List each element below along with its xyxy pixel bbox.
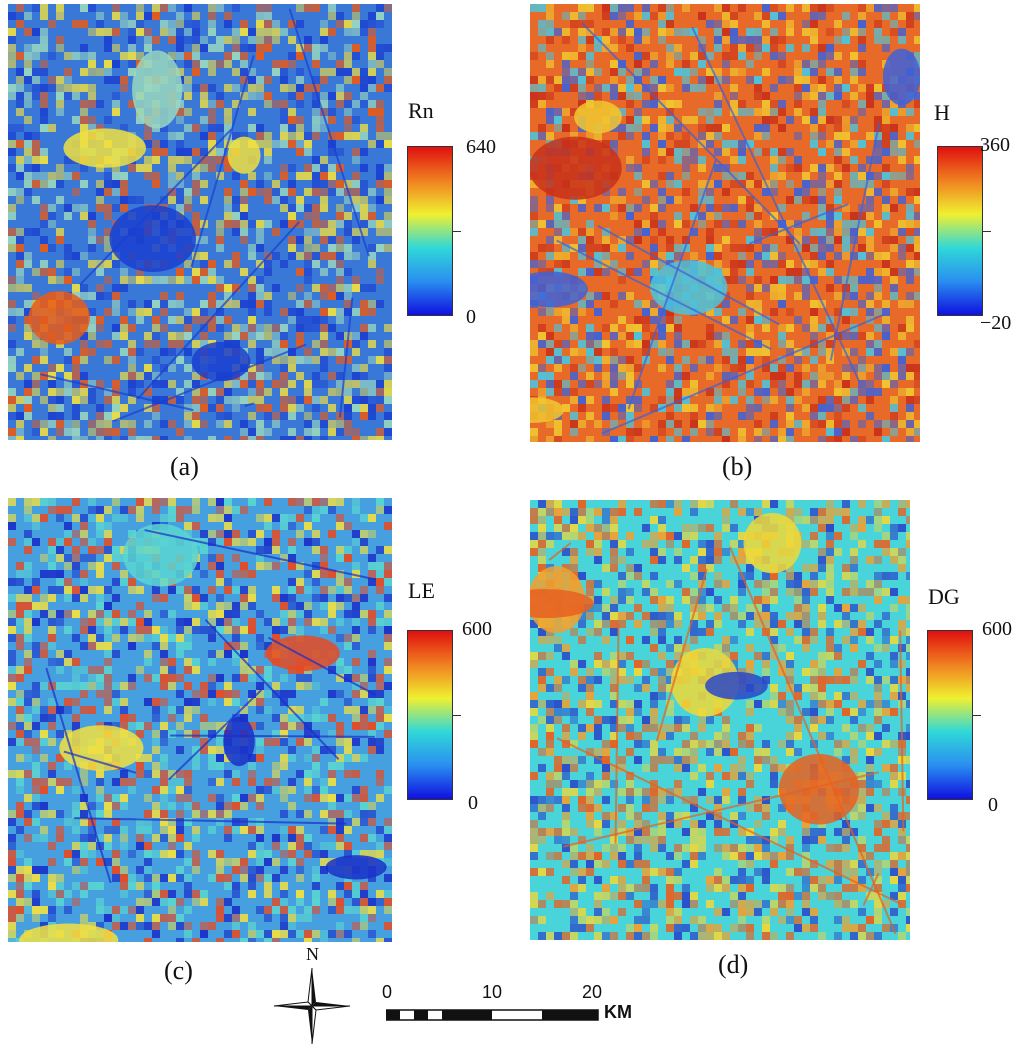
legend-max-label-c: 600 (462, 618, 492, 640)
legend-max-label-d: 600 (982, 618, 1012, 640)
map-raster-b (530, 4, 920, 442)
scale-bar: 0 10 20 KM (382, 982, 644, 1036)
scale-bar-graphic (386, 1009, 599, 1021)
colorbar-d (927, 630, 973, 800)
legend-title-c: LE (408, 578, 435, 603)
colorbar-c (407, 630, 453, 800)
legend-title-d: DG (928, 584, 960, 609)
legend-title-a: Rn (408, 98, 434, 123)
colorbar-mid-tick-b (983, 231, 991, 232)
legend-min-label-d: 0 (988, 794, 998, 816)
map-raster-d (530, 500, 910, 940)
legend-min-label-c: 0 (468, 792, 478, 814)
panel-caption-a: (a) (170, 452, 199, 481)
panel-caption-c: (c) (164, 956, 193, 985)
legend-min-label-a: 0 (466, 306, 476, 328)
map-panel-d (530, 500, 910, 940)
scale-tick-10: 10 (482, 982, 503, 1002)
panel-caption-b: (b) (722, 452, 753, 481)
compass-rose-icon (273, 967, 351, 1045)
legend-title-b: H (934, 100, 950, 125)
map-panel-a (8, 4, 392, 440)
colorbar-mid-tick-c (453, 715, 461, 716)
legend-max-label-b: 360 (980, 134, 1010, 156)
map-panel-c (8, 498, 392, 942)
map-panel-b (530, 4, 920, 442)
colorbar-b (937, 146, 983, 316)
north-arrow: N (272, 944, 352, 1048)
scale-tick-20: 20 (582, 982, 603, 1002)
panel-caption-d: (d) (718, 950, 749, 979)
legend-max-label-a: 640 (466, 136, 496, 158)
colorbar-a (407, 146, 453, 316)
legend-min-label-b: −20 (980, 312, 1012, 334)
colorbar-mid-tick-d (973, 715, 981, 716)
map-raster-a (8, 4, 392, 440)
scale-tick-0: 0 (382, 982, 393, 1002)
colorbar-mid-tick-a (453, 231, 461, 232)
north-arrow-label: N (306, 944, 319, 964)
scale-unit-label: KM (604, 1002, 632, 1022)
map-raster-c (8, 498, 392, 942)
